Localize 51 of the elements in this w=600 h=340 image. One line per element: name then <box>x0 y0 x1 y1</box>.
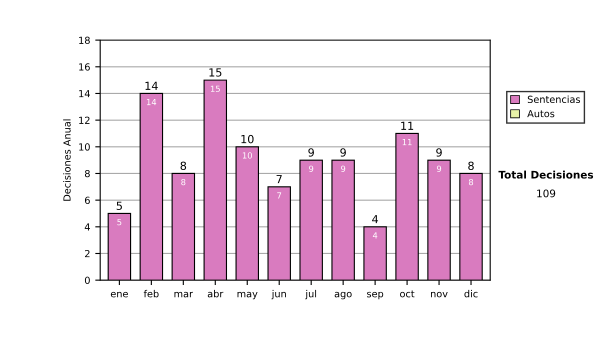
x-tick-label: sep <box>367 292 384 300</box>
data-label: 15 <box>210 86 220 92</box>
x-tick-label: jul <box>305 290 316 300</box>
total-label: 15 <box>209 68 222 77</box>
total-label: 11 <box>401 122 414 130</box>
data-label: 9 <box>309 166 314 172</box>
x-tick-label: ene <box>110 292 128 298</box>
total-label: 9 <box>340 148 346 157</box>
total-label: 10 <box>241 134 254 144</box>
text: Total Decisiones <box>498 170 594 179</box>
data-label: 11 <box>402 139 412 146</box>
x-tick-label: ago <box>334 292 352 300</box>
data-label: 9 <box>341 166 346 172</box>
total-label: 9 <box>308 148 314 157</box>
total-label: 14 <box>146 82 158 90</box>
total-label: 8 <box>180 162 186 170</box>
y-tick-label: 8 <box>84 170 90 178</box>
text: 109 <box>537 189 556 198</box>
x-tick-label: abr <box>208 290 224 298</box>
y-tick-label: 0 <box>84 276 90 284</box>
y-tick-label: 12 <box>79 116 90 124</box>
total-label: 4 <box>372 215 378 224</box>
y-tick-label: 18 <box>79 36 90 44</box>
y-tick-label: 10 <box>79 143 90 151</box>
y-tick-label: 6 <box>84 196 90 204</box>
x-tick-label: dic <box>464 290 478 298</box>
y-tick-label: 14 <box>79 90 90 98</box>
data-label: 4 <box>372 232 378 238</box>
x-tick-label: mar <box>174 292 194 298</box>
total-label: 9 <box>436 148 442 157</box>
x-tick-label: jun <box>272 290 286 300</box>
total-label: 7 <box>276 175 282 184</box>
total-label: 5 <box>116 202 122 210</box>
y-tick-label: 16 <box>79 63 90 71</box>
x-tick-label: feb <box>144 290 159 298</box>
data-label: 8 <box>468 178 474 186</box>
data-label: 5 <box>117 219 122 226</box>
y-tick-label: 4 <box>84 223 90 231</box>
data-label: 14 <box>146 99 156 106</box>
data-label: 7 <box>277 192 282 198</box>
total-label: 8 <box>468 162 474 170</box>
x-tick-label: oct <box>400 290 414 298</box>
x-tick-label: nov <box>431 292 448 298</box>
y-tick-label: 2 <box>85 250 90 258</box>
legend-label: Sentencias <box>528 95 580 104</box>
legend-label: Autos <box>527 110 554 118</box>
data-label: 8 <box>181 178 186 186</box>
data-label: 9 <box>436 166 442 172</box>
data-label: 10 <box>242 152 252 159</box>
x-tick-label: may <box>238 292 258 300</box>
y-axis-title: Decisiones Anual <box>63 119 71 201</box>
